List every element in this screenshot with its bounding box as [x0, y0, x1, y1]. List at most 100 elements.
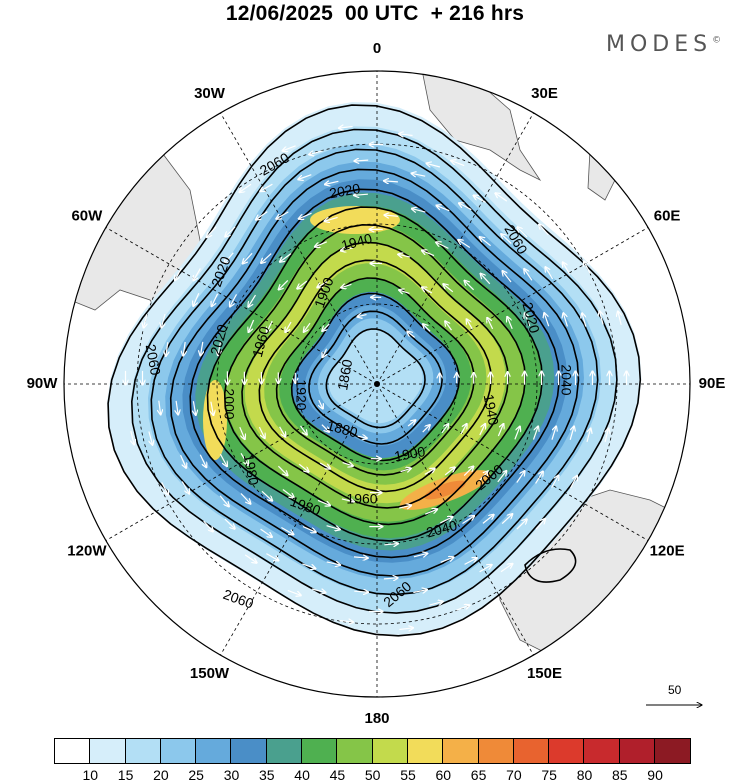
colorbar-cell-14 [549, 739, 585, 763]
colorbar-cell-17 [655, 739, 691, 763]
colorbar-tick-65: 65 [470, 767, 487, 783]
wind-vector-23 [399, 290, 410, 294]
wind-vector-150 [516, 519, 527, 530]
wind-vector-113 [176, 400, 178, 415]
wind-vector-138 [224, 252, 234, 264]
wind-vector-119 [384, 181, 398, 182]
wind-vector-182 [161, 482, 169, 495]
colorbar-tick-45: 45 [329, 767, 346, 783]
colorbar-cell-1 [90, 739, 126, 763]
lon-label-60e: 60E [654, 207, 681, 224]
jet-max-north [310, 206, 400, 234]
wind-vector-152 [429, 601, 444, 605]
wind-vector-35 [422, 287, 433, 294]
wind-vector-21 [304, 322, 311, 332]
colorbar-cell-9 [372, 739, 408, 763]
wind-vector-26 [460, 424, 467, 435]
contour-label-20: 1900 [393, 443, 427, 464]
wind-vector-78 [280, 253, 292, 263]
contour-label-23: 1860 [334, 358, 355, 392]
wind-vector-22 [341, 284, 352, 288]
wind-vector-66 [507, 317, 513, 330]
polar-map: 2060206020602060206020402040202020202020… [27, 40, 726, 727]
reference-vector-label: 50 [668, 684, 682, 697]
wind-vector-126 [535, 471, 544, 484]
wind-vector-41 [341, 499, 354, 502]
contour-label-9: 2020 [207, 322, 231, 356]
wind-vector-86 [497, 471, 507, 483]
wind-vector-90 [302, 526, 316, 533]
wind-vector-69 [478, 471, 489, 482]
wind-vector-177 [399, 628, 413, 630]
meridian-60 [376, 227, 649, 385]
wind-vector-101 [502, 271, 512, 283]
wind-vector-89 [353, 557, 368, 558]
wind-vector-32 [285, 321, 292, 332]
wind-vector-123 [563, 313, 568, 327]
wind-vector-92 [219, 453, 227, 467]
copyright-mark: © [712, 35, 722, 46]
wind-vector-128 [464, 558, 478, 565]
wind-vector-57 [277, 465, 287, 475]
wind-vector-17 [400, 468, 412, 472]
wind-vector-129 [413, 590, 427, 593]
wind-vector-193 [495, 193, 508, 202]
wind-vector-112 [199, 454, 206, 468]
lon-label-90w: 90W [27, 375, 59, 392]
wind-vector-52 [497, 424, 503, 437]
wind-vector-19 [300, 425, 308, 435]
wind-vector-167 [473, 195, 486, 203]
contour-label-7: 2020 [328, 180, 362, 201]
colorbar-tick-10: 10 [82, 767, 99, 783]
colorbar-cell-8 [337, 739, 373, 763]
wind-vector-121 [479, 237, 491, 247]
meridian-30 [376, 112, 534, 385]
contour-label-19: 1920 [293, 379, 309, 410]
wind-vector-85 [532, 426, 539, 440]
wind-vector-120 [436, 205, 450, 212]
wind-vector-148 [587, 428, 591, 443]
contour-line-5 [206, 206, 544, 542]
contour-line-12 [325, 328, 426, 429]
wind-vector-80 [384, 215, 399, 216]
wind-vector-107 [440, 557, 454, 563]
brand-text: MODES [606, 32, 713, 57]
contour-line-0 [107, 104, 642, 637]
colorbar-cell-15 [584, 739, 620, 763]
wind-vector-172 [605, 428, 608, 442]
meridian-240 [105, 383, 378, 541]
wind-vector-105 [516, 471, 525, 483]
wind-vector-14 [423, 324, 431, 332]
meridian-300 [105, 227, 378, 385]
wind-vector-42 [298, 463, 309, 472]
wind-vector-82 [480, 273, 491, 285]
wind-vector-156 [224, 518, 235, 529]
wind-vector-134 [180, 454, 187, 468]
wind-vector-87 [462, 516, 475, 525]
wind-vector-175 [500, 564, 513, 573]
wind-vector-4 [322, 348, 326, 358]
wind-vector-185 [144, 314, 147, 328]
wind-vector-73 [282, 489, 294, 499]
colorbar-tick-20: 20 [153, 767, 169, 783]
wind-vector-65 [464, 280, 475, 291]
wind-band-14 [328, 329, 423, 424]
wind-vector-18 [342, 463, 354, 467]
wind-vector-95 [230, 294, 238, 307]
wind-vector-24 [445, 321, 452, 331]
wind-vector-108 [383, 578, 398, 579]
colorbar-cell-13 [513, 739, 550, 763]
contour-label-13: 1980 [241, 453, 262, 487]
lon-label-90e: 90E [699, 375, 726, 392]
wind-vector-164 [309, 151, 323, 155]
wind-vector-179 [287, 589, 301, 595]
wind-vector-163 [260, 183, 273, 191]
wind-vector-106 [482, 515, 494, 524]
wind-vector-47 [341, 248, 353, 251]
wind-vector-64 [422, 250, 435, 257]
meridian-150 [376, 383, 534, 656]
wind-vector-190 [339, 127, 353, 129]
colorbar-tick-75: 75 [541, 767, 557, 783]
wind-vector-1 [407, 420, 416, 427]
wind-vector-10 [321, 424, 329, 432]
